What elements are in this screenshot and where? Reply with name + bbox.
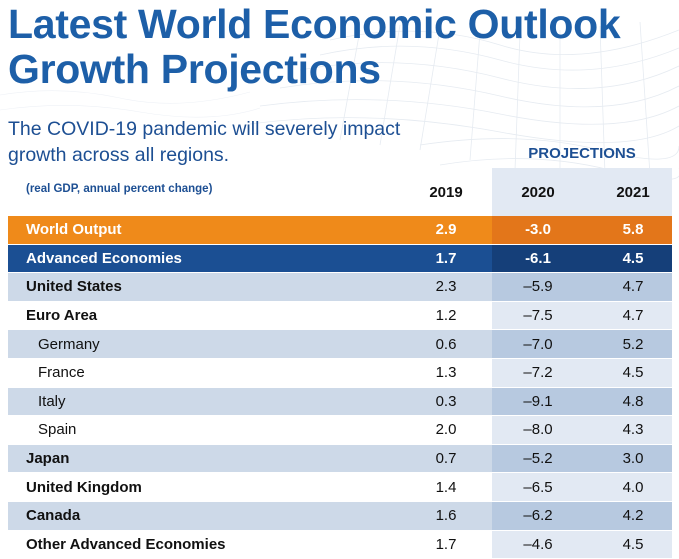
subtitle: The COVID-19 pandemic will severely impa… — [8, 116, 400, 168]
value-2019: 2.3 — [435, 278, 457, 296]
value-2021: 4.5 — [622, 535, 644, 553]
subtitle-line-2: growth across all regions. — [8, 144, 230, 166]
projections-header-band — [492, 168, 672, 216]
table-row-italy: Italy 0.3 –9.1 4.8 — [8, 387, 672, 417]
row-label: World Output — [26, 221, 122, 239]
value-2021: 4.5 — [622, 249, 644, 267]
value-2020: –9.1 — [523, 392, 553, 410]
table-row-advanced-economies: Advanced Economies 1.7 -6.1 4.5 — [8, 244, 672, 274]
value-2020: –6.2 — [523, 507, 553, 525]
value-2019: 1.7 — [435, 535, 457, 553]
value-2020: –6.5 — [523, 478, 553, 496]
value-2019: 0.3 — [435, 392, 457, 410]
value-2021: 5.2 — [622, 335, 644, 353]
row-label: Advanced Economies — [26, 249, 182, 267]
value-2020: –7.5 — [523, 307, 553, 325]
table-row-spain: Spain 2.0 –8.0 4.3 — [8, 416, 672, 445]
row-label: Japan — [26, 450, 70, 468]
column-header-2019: 2019 — [429, 184, 463, 201]
row-label: Euro Area — [26, 307, 98, 325]
title-line-2: Growth Projections — [8, 46, 381, 92]
value-2019: 1.2 — [435, 307, 457, 325]
row-label: Italy — [38, 392, 66, 410]
table-row-world-output: World Output 2.9 -3.0 5.8 — [8, 216, 672, 245]
subtitle-line-1: The COVID-19 pandemic will severely impa… — [8, 118, 401, 140]
units-note: (real GDP, annual percent change) — [26, 183, 213, 195]
table-row-united-states: United States 2.3 –5.9 4.7 — [8, 273, 672, 302]
value-2021: 4.0 — [622, 478, 644, 496]
value-2019: 1.7 — [435, 249, 457, 267]
value-2020: –8.0 — [523, 421, 553, 439]
value-2019: 1.6 — [435, 507, 457, 525]
value-2019: 1.3 — [435, 364, 457, 382]
value-2020: -6.1 — [525, 249, 551, 267]
value-2020: –5.9 — [523, 278, 553, 296]
projections-label: PROJECTIONS — [528, 145, 636, 162]
value-2020: –4.6 — [523, 535, 553, 553]
row-label: Other Advanced Economies — [26, 535, 226, 553]
value-2021: 4.7 — [622, 278, 644, 296]
column-header-2021: 2021 — [616, 184, 650, 201]
table-row-japan: Japan 0.7 –5.2 3.0 — [8, 444, 672, 474]
table-row-germany: Germany 0.6 –7.0 5.2 — [8, 330, 672, 359]
value-2020: –7.2 — [523, 364, 553, 382]
value-2019: 2.0 — [435, 421, 457, 439]
value-2021: 4.8 — [622, 392, 644, 410]
table-row-other-advanced-economies: Other Advanced Economies 1.7 –4.6 4.5 — [8, 530, 672, 559]
value-2020: –7.0 — [523, 335, 553, 353]
table-row-united-kingdom: United Kingdom 1.4 –6.5 4.0 — [8, 473, 672, 502]
value-2019: 2.9 — [435, 221, 457, 239]
value-2021: 3.0 — [622, 450, 644, 468]
table-row-euro-area: Euro Area 1.2 –7.5 4.7 — [8, 301, 672, 331]
row-label: Canada — [26, 507, 81, 525]
value-2021: 4.3 — [622, 421, 644, 439]
row-label: United States — [26, 278, 122, 296]
value-2020: –5.2 — [523, 450, 553, 468]
table-row-france: France 1.3 –7.2 4.5 — [8, 358, 672, 388]
growth-projections-table: World Output 2.9 -3.0 5.8 Advanced Econo… — [8, 216, 672, 559]
page-title: Latest World Economic Outlook Growth Pro… — [8, 1, 621, 92]
row-label: Germany — [38, 335, 100, 353]
row-label: Spain — [38, 421, 77, 439]
row-label: United Kingdom — [26, 478, 142, 496]
value-2020: -3.0 — [525, 221, 551, 239]
row-label: France — [38, 364, 85, 382]
value-2019: 0.7 — [435, 450, 457, 468]
table-row-canada: Canada 1.6 –6.2 4.2 — [8, 501, 672, 531]
title-line-1: Latest World Economic Outlook — [8, 1, 621, 47]
value-2019: 0.6 — [435, 335, 457, 353]
value-2019: 1.4 — [435, 478, 457, 496]
value-2021: 5.8 — [622, 221, 644, 239]
column-header-2020: 2020 — [521, 184, 555, 201]
value-2021: 4.7 — [622, 307, 644, 325]
value-2021: 4.2 — [622, 507, 644, 525]
value-2021: 4.5 — [622, 364, 644, 382]
